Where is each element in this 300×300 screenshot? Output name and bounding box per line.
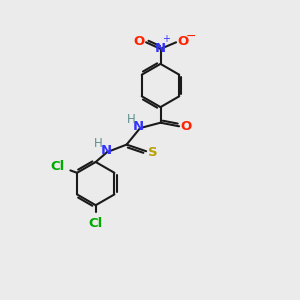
Text: S: S (148, 146, 158, 159)
Text: N: N (100, 144, 112, 157)
Text: Cl: Cl (88, 217, 103, 230)
Text: O: O (134, 35, 145, 48)
Text: O: O (177, 35, 188, 48)
Text: H: H (127, 113, 136, 126)
Text: O: O (181, 120, 192, 134)
Text: −: − (185, 30, 196, 43)
Text: Cl: Cl (51, 160, 65, 173)
Text: H: H (94, 137, 103, 150)
Text: +: + (163, 34, 170, 44)
Text: N: N (133, 120, 144, 133)
Text: N: N (155, 42, 166, 56)
